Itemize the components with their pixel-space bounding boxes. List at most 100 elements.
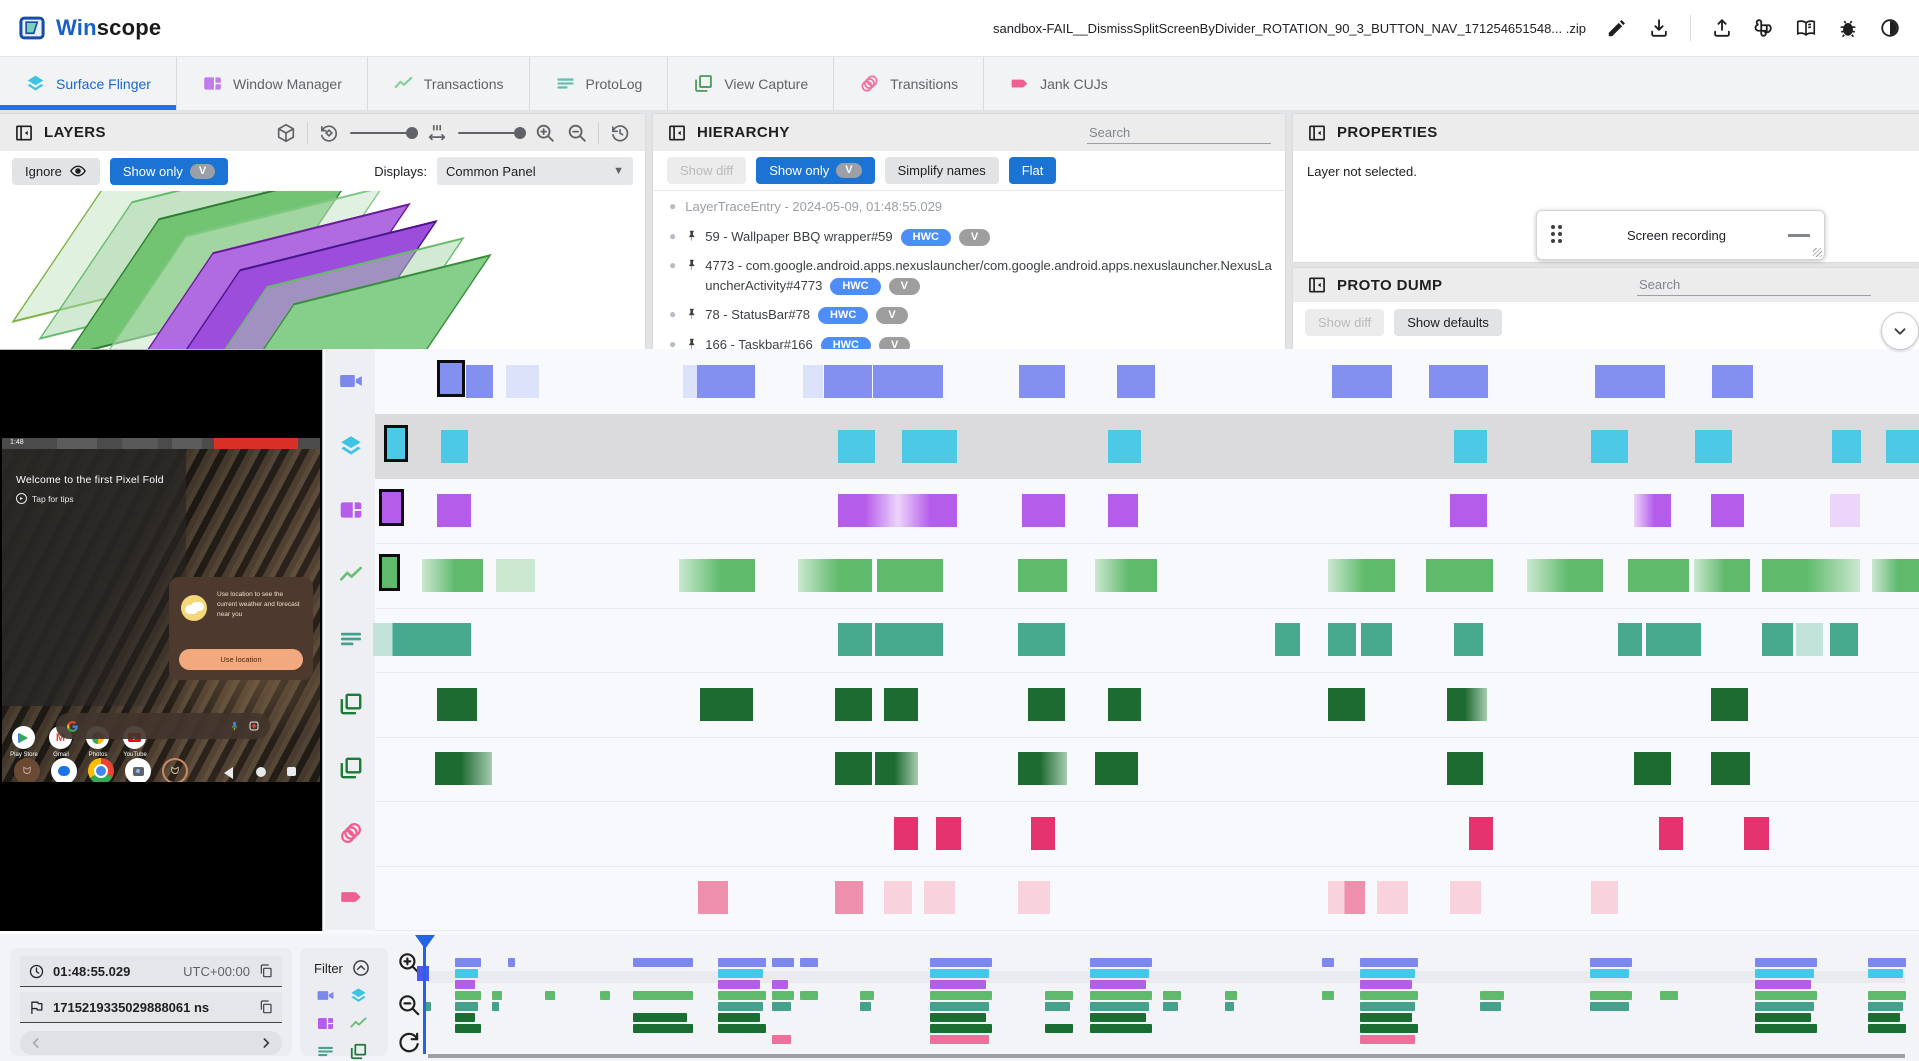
- trace-block[interactable]: [838, 494, 898, 527]
- minimap-reset-zoom-icon[interactable]: [396, 1030, 422, 1056]
- report-bug-icon[interactable]: [1837, 17, 1859, 39]
- spacing-slider[interactable]: [458, 126, 526, 139]
- show-diff-button[interactable]: Show diff: [1305, 308, 1385, 336]
- trace-block[interactable]: [835, 688, 872, 721]
- screen-recording-window[interactable]: Screen recording: [1536, 210, 1825, 260]
- tree-entry-row[interactable]: ● LayerTraceEntry - 2024-05-09, 01:48:55.…: [653, 192, 1285, 222]
- timeline-track-transactions[interactable]: [375, 543, 1919, 609]
- filter-window-icon[interactable]: [316, 1014, 335, 1033]
- ignore-button[interactable]: Ignore: [12, 157, 100, 185]
- trace-block[interactable]: [1450, 881, 1481, 914]
- trace-block[interactable]: [1108, 688, 1141, 721]
- videocam-icon[interactable]: [338, 368, 364, 394]
- collapse-panel-icon[interactable]: [1307, 123, 1327, 143]
- trace-block[interactable]: [683, 365, 697, 398]
- trace-block[interactable]: [875, 623, 943, 656]
- resize-handle-icon[interactable]: [1813, 248, 1822, 257]
- screen-recording-preview[interactable]: 1:48 Welcome to the first Pixel Fold ▸ Ta…: [0, 349, 323, 931]
- view-capture-icon[interactable]: [338, 755, 364, 781]
- trace-block[interactable]: [1872, 559, 1919, 592]
- tree-layer-row[interactable]: ● 4773 - com.google.android.apps.nexuslau…: [653, 251, 1285, 300]
- layer-spacing-icon[interactable]: [426, 122, 448, 144]
- trace-block[interactable]: [698, 881, 728, 914]
- copy-icon[interactable]: [258, 999, 274, 1015]
- trace-block[interactable]: [1328, 688, 1365, 721]
- trace-block[interactable]: [1744, 817, 1769, 850]
- trace-block[interactable]: [466, 365, 493, 398]
- trace-block[interactable]: [700, 688, 753, 721]
- filter-protolog-icon[interactable]: [316, 1042, 335, 1061]
- tree-layer-row[interactable]: ● 59 - Wallpaper BBQ wrapper#59 HWC V: [653, 222, 1285, 252]
- collapse-timeline-button[interactable]: [1881, 312, 1919, 350]
- trace-block[interactable]: [894, 817, 918, 850]
- hierarchy-search-input[interactable]: [1087, 121, 1271, 144]
- tab-protolog[interactable]: ProtoLog: [528, 57, 668, 110]
- tab-window-manager[interactable]: Window Manager: [175, 57, 367, 110]
- view-capture-icon[interactable]: [338, 691, 364, 717]
- copy-icon[interactable]: [258, 963, 274, 979]
- trace-block[interactable]: [1095, 559, 1157, 592]
- trace-block[interactable]: [824, 365, 872, 398]
- timeline-track-view-capture[interactable]: [375, 736, 1919, 802]
- trace-block[interactable]: [1332, 365, 1392, 398]
- trace-block[interactable]: [697, 365, 755, 398]
- filter-layers-icon[interactable]: [349, 986, 368, 1005]
- collapse-filter-icon[interactable]: [351, 958, 371, 978]
- timeline-track-view-capture[interactable]: [375, 672, 1919, 738]
- trace-block[interactable]: [1377, 881, 1408, 914]
- minimap-zoom-out-icon[interactable]: [396, 992, 422, 1018]
- trace-block[interactable]: [437, 688, 477, 721]
- zoom-in-icon[interactable]: [534, 122, 556, 144]
- trace-block[interactable]: [1328, 881, 1365, 914]
- trace-block[interactable]: [422, 559, 483, 592]
- trace-block[interactable]: [1018, 881, 1050, 914]
- zoom-out-icon[interactable]: [566, 122, 588, 144]
- collapse-panel-icon[interactable]: [1307, 275, 1327, 295]
- filter-videocam-icon[interactable]: [316, 986, 335, 1005]
- trace-block[interactable]: [1527, 559, 1603, 592]
- show-only-button[interactable]: Show only V: [756, 157, 875, 184]
- dark-mode-toggle-icon[interactable]: [1879, 17, 1901, 39]
- trace-block[interactable]: [1469, 817, 1493, 850]
- filter-view-capture-icon[interactable]: [349, 1042, 368, 1061]
- trace-block[interactable]: [1830, 494, 1860, 527]
- trace-block[interactable]: [1031, 817, 1055, 850]
- transitions-icon[interactable]: [338, 820, 364, 846]
- minimize-icon[interactable]: [1788, 233, 1810, 237]
- transactions-icon[interactable]: [338, 562, 364, 588]
- trace-block[interactable]: [1447, 688, 1487, 721]
- trace-block[interactable]: [1832, 430, 1861, 463]
- trace-block[interactable]: [1022, 494, 1065, 527]
- trace-block[interactable]: [437, 494, 471, 527]
- 3d-view-cube-icon[interactable]: [275, 122, 297, 144]
- filter-transactions-icon[interactable]: [349, 1014, 368, 1033]
- tab-transactions[interactable]: Transactions: [366, 57, 529, 110]
- simplify-names-button[interactable]: Simplify names: [884, 157, 999, 184]
- pin-icon[interactable]: [685, 229, 699, 243]
- trace-block[interactable]: [803, 365, 823, 398]
- trace-block[interactable]: [902, 430, 957, 463]
- trace-block[interactable]: [379, 489, 404, 526]
- trace-block[interactable]: [1695, 430, 1732, 463]
- trace-block[interactable]: [1019, 365, 1065, 398]
- next-frame-icon[interactable]: [258, 1035, 274, 1051]
- tab-jank-cujs[interactable]: Jank CUJs: [983, 57, 1133, 110]
- timeline-track-jank-cujs[interactable]: [375, 865, 1919, 931]
- trace-block[interactable]: [1591, 881, 1618, 914]
- timeline-minimap[interactable]: [414, 935, 1906, 1058]
- window-icon[interactable]: [338, 497, 364, 523]
- trace-block[interactable]: [1028, 688, 1065, 721]
- protolog-icon[interactable]: [338, 626, 364, 652]
- trace-block[interactable]: [838, 623, 872, 656]
- trace-block[interactable]: [835, 752, 872, 785]
- trace-block[interactable]: [873, 365, 943, 398]
- trace-block[interactable]: [384, 425, 408, 462]
- trace-block[interactable]: [1762, 623, 1793, 656]
- trace-block[interactable]: [1450, 494, 1487, 527]
- trace-block[interactable]: [379, 554, 400, 591]
- trace-block[interactable]: [1108, 430, 1141, 463]
- trace-block[interactable]: [924, 881, 955, 914]
- flat-button[interactable]: Flat: [1008, 157, 1057, 184]
- documentation-icon[interactable]: [1795, 17, 1817, 39]
- trace-block[interactable]: [1108, 494, 1138, 527]
